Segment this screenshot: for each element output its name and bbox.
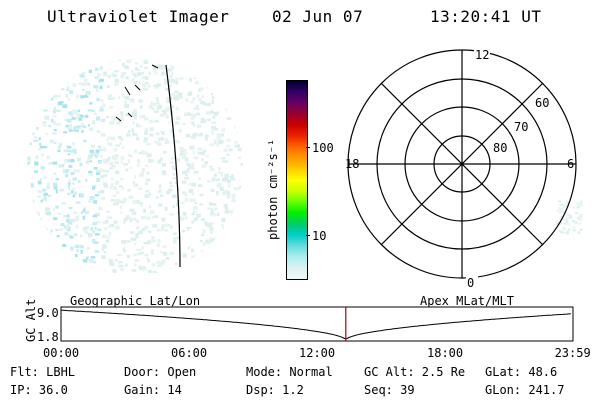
- lat-label-70: 70: [514, 120, 528, 134]
- info-dsp: Dsp: 1.2: [246, 383, 304, 397]
- x-tick-3: 18:00: [427, 346, 464, 360]
- info-glat: GLat: 48.6: [485, 365, 558, 379]
- y-tick-1-8: 1.8: [37, 330, 59, 344]
- colorbar-unit-label: photon cm⁻²s⁻¹: [266, 138, 280, 240]
- colorbar: [286, 80, 308, 280]
- info-glon: GLon: 241.7: [485, 383, 565, 397]
- polar-diagonal-2: [380, 82, 544, 246]
- x-tick-2: 12:00: [299, 346, 336, 360]
- gc-alt-axis-label: GC Alt: [24, 298, 38, 342]
- colorbar-gradient: [287, 81, 307, 279]
- lat-label-60: 60: [535, 96, 549, 110]
- auroral-image-speckle: [27, 59, 243, 275]
- date-label: 02 Jun 07: [272, 7, 364, 26]
- lat-label-80: 80: [493, 141, 507, 155]
- timeline-right-title: Apex MLat/MLT: [420, 294, 514, 308]
- info-gc-alt: GC Alt: 2.5 Re: [364, 365, 466, 379]
- mlt-label-6: 6: [567, 157, 574, 171]
- mlt-label-0: 0: [467, 276, 474, 290]
- info-gain: Gain: 14: [124, 383, 182, 397]
- colorbar-tickmark-100: [306, 147, 310, 148]
- colorbar-tick-100: 100: [312, 141, 334, 155]
- geographic-image: [27, 59, 243, 275]
- x-tick-1: 06:00: [171, 346, 208, 360]
- altitude-curve: [60, 309, 571, 340]
- y-tick-9: 9.0: [37, 306, 59, 320]
- x-tick-0: 00:00: [43, 346, 80, 360]
- coastline-fragment-top: [151, 64, 159, 69]
- info-mode: Mode: Normal: [246, 365, 333, 379]
- altitude-timeline: [60, 306, 574, 342]
- gc-alt-axis-label-wrap: GC Alt: [24, 299, 38, 342]
- info-ip: IP: 36.0: [10, 383, 68, 397]
- colorbar-tickmark-10: [306, 235, 310, 236]
- info-seq: Seq: 39: [364, 383, 415, 397]
- mlt-label-18: 18: [345, 157, 359, 171]
- polar-grid: 12 0 18 6 60 70 80: [345, 48, 583, 290]
- mlt-label-12: 12: [475, 48, 489, 62]
- time-label: 13:20:41 UT: [430, 7, 542, 26]
- terminator-line: [165, 64, 181, 268]
- polar-speckle: [555, 200, 583, 235]
- info-flt: Flt: LBHL: [10, 365, 76, 379]
- timeline-left-title: Geographic Lat/Lon: [70, 294, 201, 308]
- x-tick-4: 23:59: [554, 346, 591, 360]
- coastline-fragments: [115, 84, 141, 122]
- info-door: Door: Open: [124, 365, 197, 379]
- colorbar-tick-10: 10: [312, 229, 327, 243]
- instrument-title: Ultraviolet Imager: [47, 7, 230, 26]
- timeline-frame: [60, 306, 574, 342]
